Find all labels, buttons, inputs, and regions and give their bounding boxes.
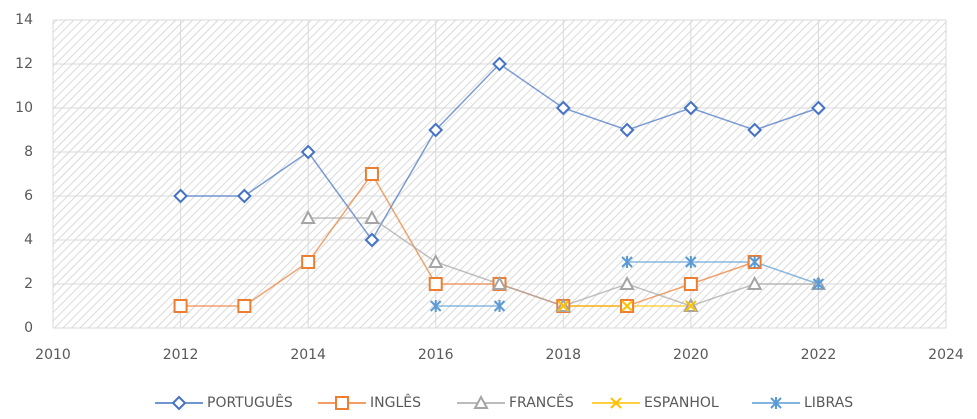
marker: [301, 255, 316, 269]
marker: [428, 277, 443, 291]
marker: [300, 209, 316, 224]
marker: [492, 56, 507, 72]
x-tick-label: 2018: [545, 347, 581, 363]
marker: [173, 188, 188, 204]
x-tick-label: 2022: [801, 347, 837, 363]
marker: [364, 167, 379, 181]
legend-label: ESPANHOL: [644, 395, 719, 411]
x-tick-label: 2010: [35, 347, 71, 363]
legend-item: INGLÊS: [318, 393, 421, 411]
marker: [683, 277, 698, 291]
legend-item: ESPANHOL: [592, 395, 719, 411]
legend-marker: [335, 396, 349, 410]
marker: [428, 122, 444, 138]
marker: [812, 278, 825, 290]
legend-marker: [610, 397, 622, 409]
legend-label: LIBRAS: [804, 395, 853, 411]
y-tick-label: 2: [24, 276, 33, 292]
y-tick-label: 0: [24, 320, 33, 336]
marker: [300, 144, 316, 160]
legend-item: PORTUGUÊS: [155, 393, 293, 411]
marker: [619, 275, 635, 290]
y-tick-label: 8: [24, 144, 33, 160]
legend-marker: [473, 394, 489, 409]
marker: [428, 253, 444, 268]
marker: [683, 100, 699, 116]
legend-marker: [171, 395, 187, 411]
marker: [237, 299, 252, 313]
marker: [746, 275, 763, 290]
marker: [493, 300, 506, 312]
marker: [619, 122, 635, 138]
legend-label: PORTUGUÊS: [207, 393, 293, 411]
marker: [236, 188, 252, 204]
legend-label: INGLÊS: [370, 393, 421, 411]
x-tick-label: 2024: [928, 347, 964, 363]
marker: [364, 209, 380, 224]
marker: [621, 256, 633, 268]
x-tick-label: 2014: [290, 347, 326, 363]
marker: [364, 232, 380, 248]
y-tick-label: 6: [24, 188, 33, 204]
marker: [747, 122, 763, 138]
x-tick-label: 2020: [673, 347, 709, 363]
marker: [491, 275, 508, 290]
marker: [173, 299, 188, 313]
legend-item: FRANCÊS: [457, 393, 574, 411]
marker: [557, 300, 569, 312]
y-tick-label: 4: [24, 232, 33, 248]
marker: [685, 300, 697, 312]
series-line: [435, 261, 819, 307]
marker: [621, 300, 633, 312]
x-tick-label: 2012: [163, 347, 199, 363]
legend-item: LIBRAS: [752, 395, 853, 411]
y-tick-label: 12: [15, 56, 33, 72]
marker: [685, 256, 697, 268]
marker: [555, 100, 571, 116]
x-tick-label: 2016: [418, 347, 454, 363]
marker: [430, 300, 442, 312]
y-tick-label: 14: [15, 12, 33, 28]
marker: [748, 256, 761, 268]
marker: [811, 100, 826, 116]
legend-label: FRANCÊS: [509, 393, 574, 411]
y-tick-label: 10: [15, 100, 33, 116]
legend-marker: [770, 397, 782, 409]
